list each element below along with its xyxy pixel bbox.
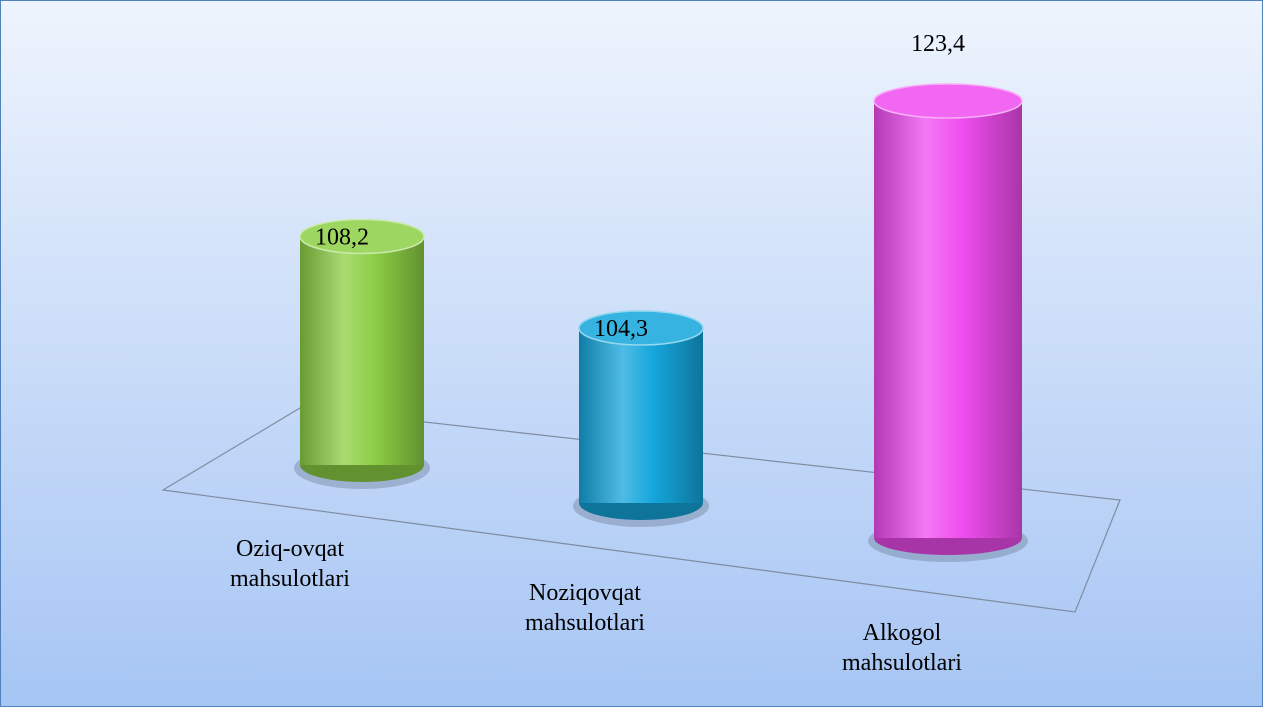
- bar-top: [299, 218, 425, 255]
- bar: [300, 236, 424, 465]
- value-label: 123,4: [911, 31, 965, 57]
- x-tick-label: Alkogol mahsulotlari: [842, 620, 962, 676]
- bar: [579, 328, 703, 503]
- x-tick-label: Noziqovqat mahsulotlari: [525, 580, 645, 636]
- x-tick-label: Oziq-ovqat mahsulotlari: [230, 536, 350, 592]
- bar-top: [873, 83, 1023, 119]
- value-label: 104,3: [594, 316, 648, 342]
- bar: [874, 101, 1022, 538]
- bar-top: [578, 310, 704, 346]
- value-label: 108,2: [315, 225, 369, 251]
- floor: [161, 407, 1121, 613]
